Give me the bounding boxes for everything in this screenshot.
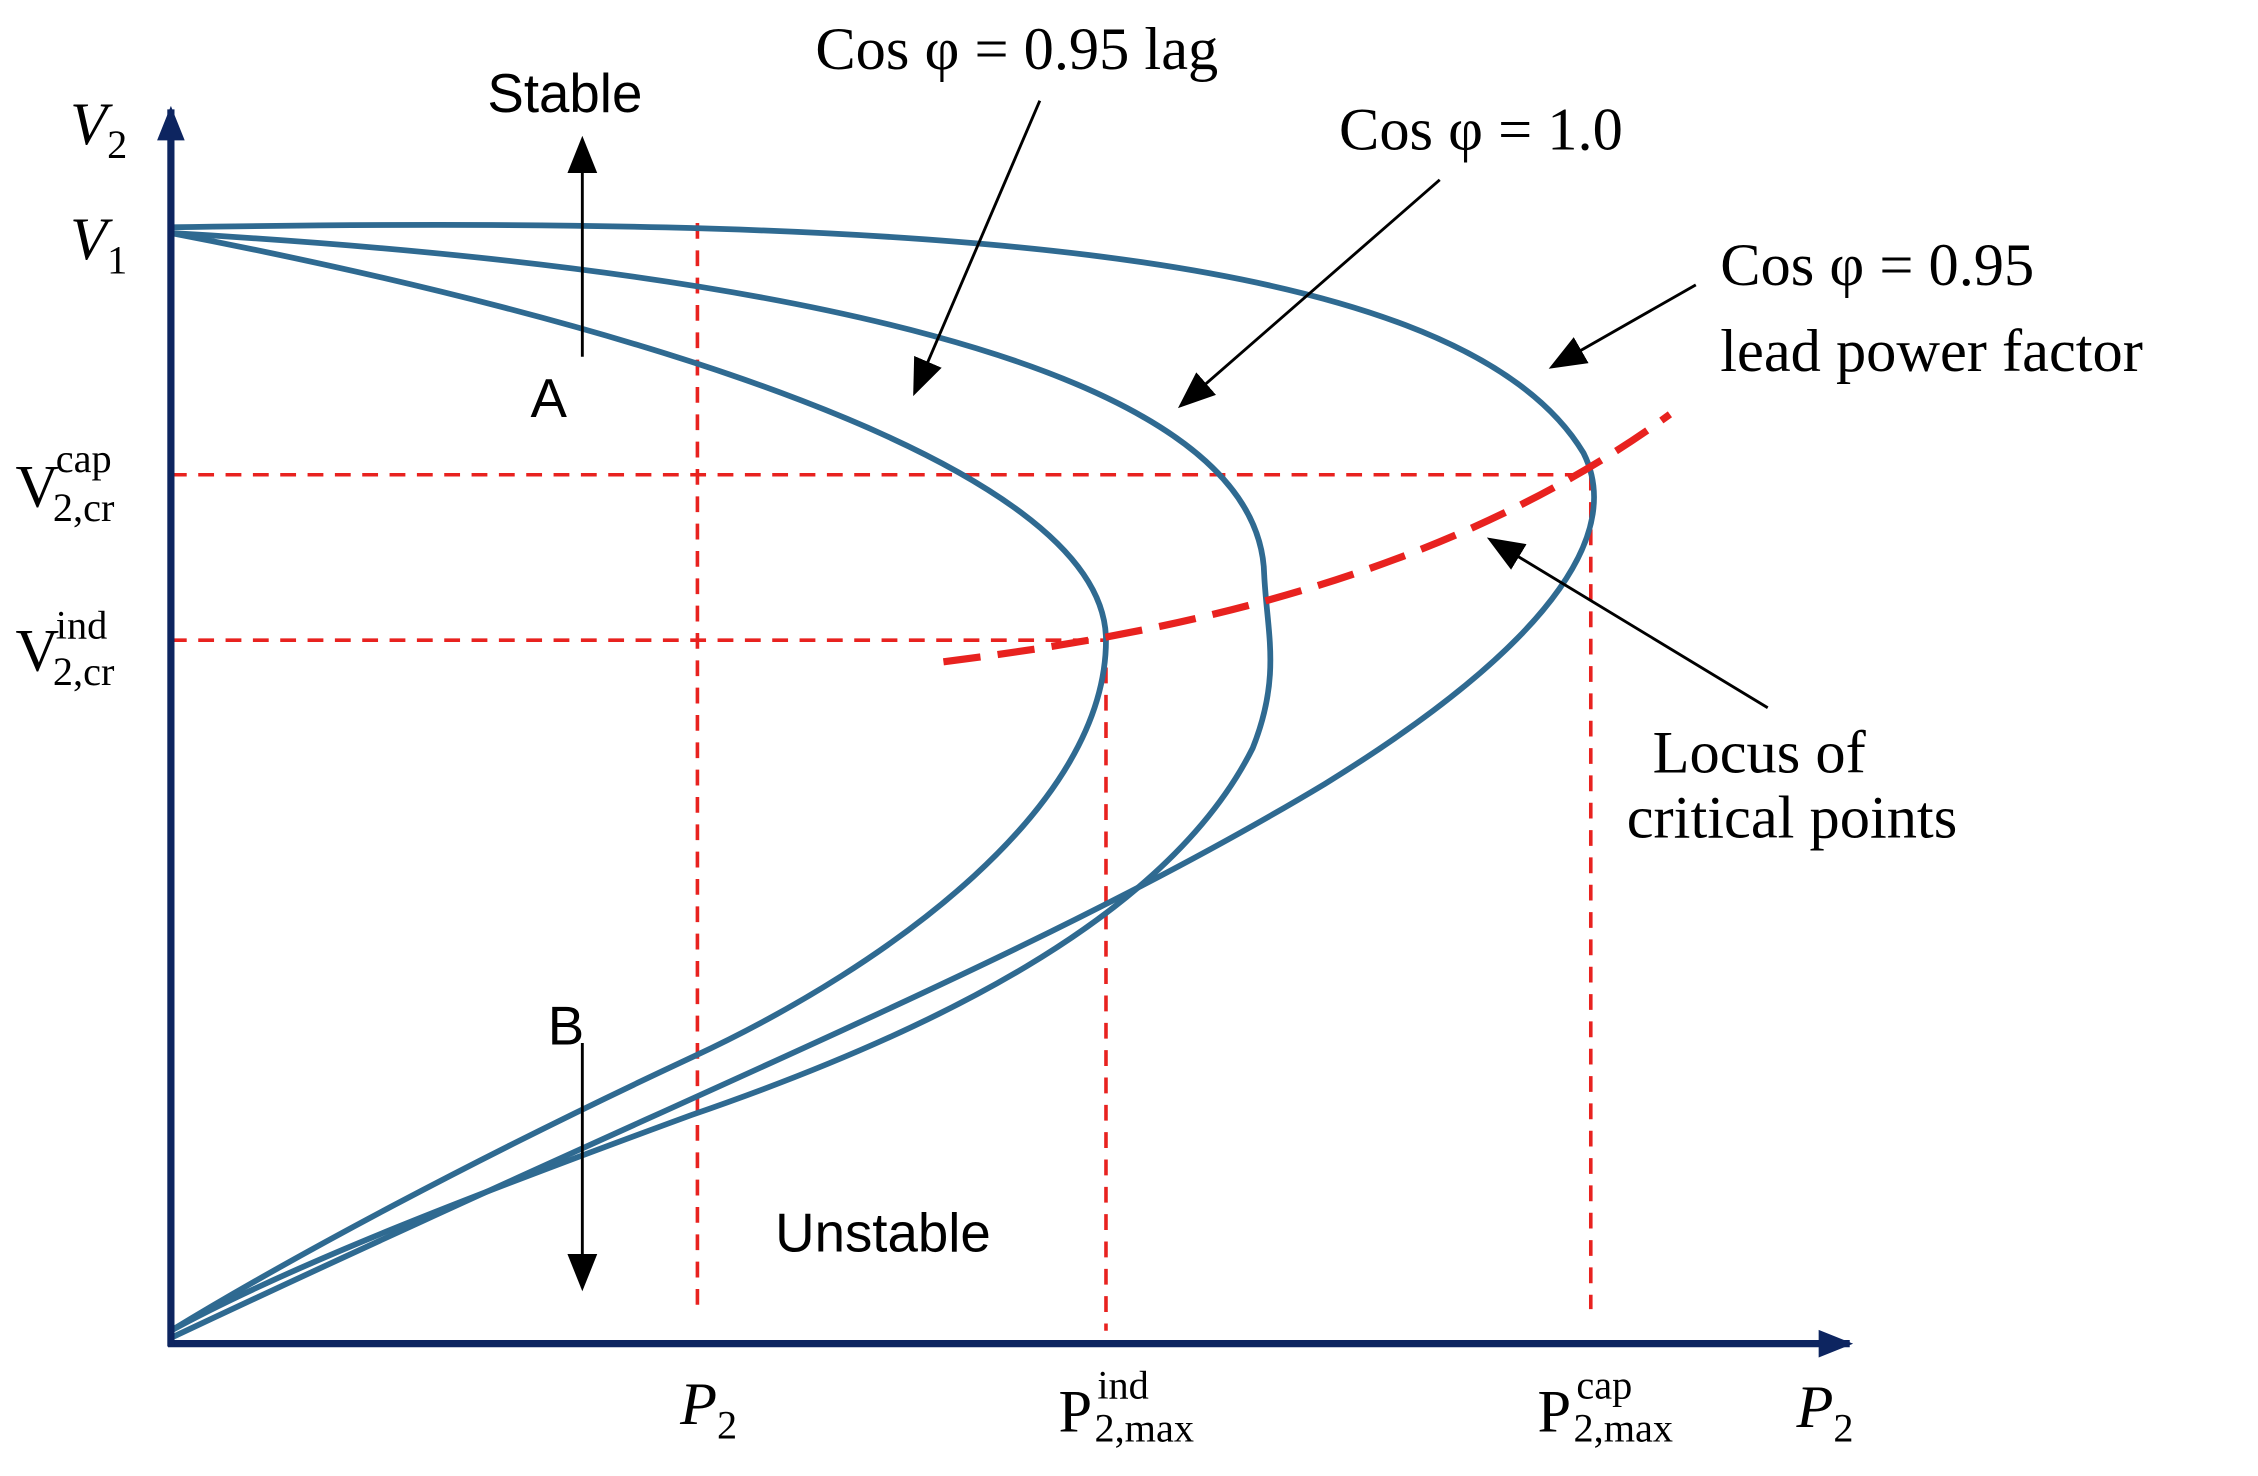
label-main: P [1059, 1378, 1093, 1445]
critical-locus [942, 411, 1673, 666]
label-sub: 2,max [1574, 1405, 1674, 1450]
label-main: V [70, 91, 113, 158]
label-main: P [1538, 1378, 1572, 1445]
curve-label: lead power factor [1720, 318, 2143, 385]
locus-label: critical points [1627, 784, 1957, 851]
label-sub: 2,max [1094, 1405, 1194, 1450]
label-pointer [1177, 178, 1441, 409]
label-sub: 2 [1833, 1405, 1853, 1450]
label-sup: cap [56, 436, 112, 481]
label-sup: cap [1576, 1362, 1632, 1407]
curve-label: Cos φ = 0.95 [1720, 232, 2034, 299]
p-max-cap-label: P [1538, 1378, 1572, 1445]
label-main: V [16, 453, 60, 520]
label-sub: 2,cr [53, 649, 115, 694]
point-label: A [531, 368, 568, 429]
label-sub: 2 [717, 1403, 737, 1448]
stable-label: Stable [487, 63, 642, 124]
label-sub: 2 [107, 122, 127, 167]
y-axis-label: V2 [70, 91, 127, 167]
v1-label: V1 [70, 206, 127, 282]
p-max-ind-label: P [1059, 1378, 1093, 1445]
point-label: B [548, 995, 584, 1056]
pv-curve-lead [169, 221, 1597, 1341]
curve-label: Cos φ = 0.95 lag [815, 16, 1218, 83]
label-pointer [913, 100, 1042, 397]
label-pointer [1548, 283, 1697, 369]
label-pointer [1486, 537, 1769, 710]
v-cr-cap-label: V [16, 453, 60, 520]
x-axis-label: P2 [1796, 1374, 1854, 1450]
label-sub: 1 [107, 237, 127, 282]
label-sub: 2,cr [53, 485, 115, 530]
label-main: P [679, 1371, 717, 1438]
label-main: P [1796, 1374, 1834, 1441]
v-cr-ind-label: V [16, 617, 60, 684]
unstable-label: Unstable [775, 1203, 991, 1264]
pv-curve-lag [169, 230, 1109, 1334]
p2-label: P2 [679, 1371, 737, 1447]
label-main: V [70, 206, 113, 273]
label-sup: ind [1097, 1362, 1148, 1407]
label-main: V [16, 617, 60, 684]
curve-label: Cos φ = 1.0 [1339, 97, 1623, 164]
locus-label: Locus of [1653, 720, 1867, 787]
label-sup: ind [56, 603, 107, 648]
